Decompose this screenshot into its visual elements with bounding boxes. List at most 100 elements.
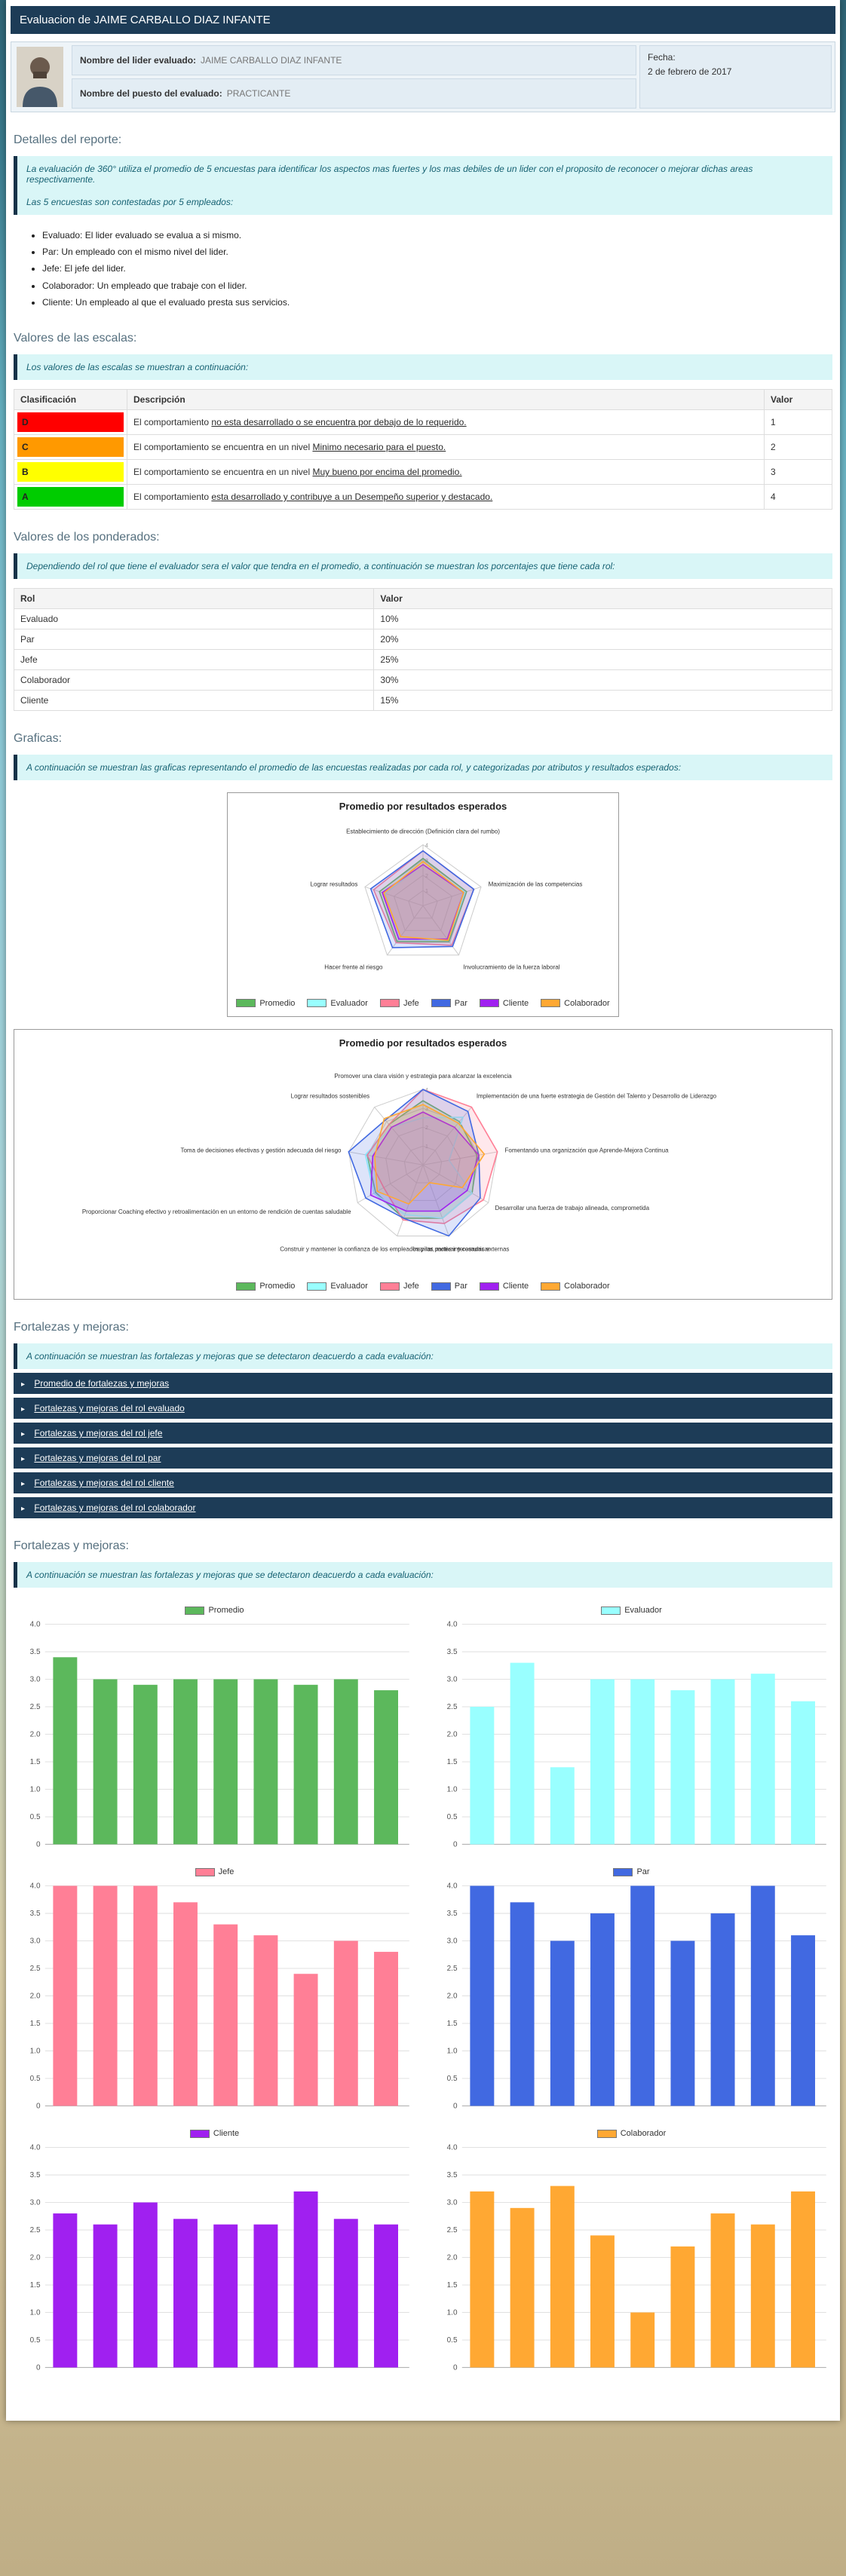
svg-text:3.0: 3.0 [447, 1676, 458, 1684]
svg-text:4.0: 4.0 [30, 2144, 41, 2152]
bar-charts-grid: Promedio 0 0.5 1.0 1.5 2.0 2.5 3.0 3.5 4.0 Evalu… [17, 1597, 829, 2377]
accordion-item-cliente[interactable]: ▸ Fortalezas y mejoras del rol cliente [14, 1472, 832, 1494]
svg-text:1: 1 [425, 888, 428, 894]
scale-description-link[interactable]: no esta desarrollado o se encuentra por … [211, 416, 467, 427]
svg-text:2: 2 [425, 873, 428, 879]
scale-color-block: A [17, 486, 124, 507]
radar-canvas: 1 2 3 4 Promover una clara visión y estrateg… [19, 1050, 827, 1279]
legend-item: Jefe [379, 999, 419, 1008]
svg-text:2.5: 2.5 [447, 2227, 458, 2235]
charts-note: A continuación se muestran las graficas … [14, 754, 832, 780]
svg-text:2.0: 2.0 [30, 2254, 41, 2262]
svg-text:Desarrollar una fuerza de trab: Desarrollar una fuerza de trabajo alinea… [495, 1205, 649, 1211]
scale-color-block: C [17, 436, 124, 457]
section-title-strengths-2: Fortalezas y mejoras: [14, 1539, 129, 1553]
svg-text:3.0: 3.0 [30, 1937, 41, 1946]
legend-swatch [379, 1282, 400, 1291]
date-value: 2 de febrero de 2017 [648, 66, 732, 78]
table-header-row: Clasificación Descripción Valor [14, 388, 832, 410]
svg-text:2.0: 2.0 [30, 1731, 41, 1739]
chart-legend: Par [434, 1867, 829, 1876]
section-title-details: Detalles del reporte: [14, 133, 122, 146]
legend-item: Evaluador [601, 1606, 662, 1615]
chart-title: Promedio por resultados esperados [339, 800, 507, 812]
legend-swatch [236, 999, 256, 1008]
svg-text:2.0: 2.0 [30, 1992, 41, 2001]
legend-item: Par [431, 1282, 467, 1291]
bar-chart-colaborador: Colaborador 0 0.5 1.0 1.5 2.0 2.5 3.0 3.5 4.0 [434, 2120, 829, 2377]
list-item: Jefe: El jefe del lider. [42, 260, 832, 277]
svg-text:0.5: 0.5 [447, 1813, 458, 1821]
charts-note-text: A continuación se muestran las graficas … [26, 761, 682, 773]
list-item: Colaborador: Un empleado que trabaje con… [42, 277, 832, 294]
svg-text:2.0: 2.0 [447, 2254, 458, 2262]
person-photo-placeholder [17, 47, 63, 107]
legend-item: Cliente [189, 2129, 239, 2138]
evaluee-name-row: Nombre del lider evaluado: JAIME CARBALL… [72, 45, 636, 75]
svg-text:3.0: 3.0 [447, 1937, 458, 1946]
section-title-scales: Valores de las escalas: [14, 331, 137, 345]
bar-chart-cliente: Cliente 0 0.5 1.0 1.5 2.0 2.5 3.0 3.5 4.0 [17, 2120, 412, 2377]
legend-item: Par [613, 1867, 650, 1876]
bar-canvas: 0 0.5 1.0 1.5 2.0 2.5 3.0 3.5 4.0 [17, 1878, 412, 2115]
evaluee-name-label: Nombre del lider evaluado: [80, 55, 197, 66]
svg-text:0.5: 0.5 [30, 1813, 41, 1821]
scale-description: El comportamiento se encuentra en un niv… [127, 458, 765, 485]
strengths-note-text: A continuación se muestran las fortaleza… [26, 1570, 434, 1581]
strengths-accordion: ▸ Promedio de fortalezas y mejoras ▸ For… [6, 1373, 840, 1519]
bar-chart-evaluador: Evaluador 0 0.5 1.0 1.5 2.0 2.5 3.0 3.5 4.0 [434, 1597, 829, 1854]
svg-text:Involucramiento de la fuerza l: Involucramiento de la fuerza laboral [464, 964, 560, 971]
accordion-item-promedio[interactable]: ▸ Promedio de fortalezas y mejoras [14, 1373, 832, 1395]
scale-value: 3 [764, 458, 832, 485]
table-row: Evaluado 10% [13, 608, 832, 629]
accordion-item-par[interactable]: ▸ Fortalezas y mejoras del rol par [14, 1447, 832, 1469]
legend-item: Cliente [479, 1282, 529, 1291]
details-note-2: Las 5 encuestas son contestadas por 5 em… [26, 197, 234, 207]
legend-swatch [541, 1282, 561, 1291]
table-row: D El comportamiento no esta desarrollado… [14, 409, 832, 435]
scale-description-link[interactable]: Muy bueno por encima del promedio. [312, 466, 462, 477]
accordion-item-jefe[interactable]: ▸ Fortalezas y mejoras del rol jefe [14, 1423, 832, 1444]
svg-text:Lograr resultados sostenibles: Lograr resultados sostenibles [291, 1092, 370, 1099]
strengths-note-2: A continuación se muestran las fortaleza… [14, 1562, 832, 1588]
svg-text:2.5: 2.5 [30, 2227, 41, 2235]
svg-text:3.0: 3.0 [30, 1676, 41, 1684]
weight-role: Par [13, 628, 375, 650]
legend-item: Promedio [236, 1282, 295, 1291]
weight-value: 15% [373, 689, 832, 711]
evaluee-position-label: Nombre del puesto del evaluado: [80, 88, 222, 99]
svg-text:Toma de decisiones efectivas y: Toma de decisiones efectivas y gestión a… [180, 1147, 342, 1153]
scale-description-link[interactable]: esta desarrollado y contribuye a un Dese… [211, 491, 493, 502]
legend-item: Promedio [236, 999, 295, 1008]
bar-chart-par: Par 0 0.5 1.0 1.5 2.0 2.5 3.0 3.5 4.0 [434, 1858, 829, 2115]
accordion-item-evaluado[interactable]: ▸ Fortalezas y mejoras del rol evaluado [14, 1398, 832, 1420]
evaluee-name-value: JAIME CARBALLO DIAZ INFANTE [201, 55, 342, 66]
legend-item: Jefe [379, 1282, 419, 1291]
bar-chart-promedio: Promedio 0 0.5 1.0 1.5 2.0 2.5 3.0 3.5 4.0 [17, 1597, 412, 1854]
svg-text:1.5: 1.5 [30, 2281, 41, 2290]
strengths-note-text: A continuación se muestran las fortaleza… [26, 1351, 434, 1362]
legend-item: Colaborador [541, 1282, 610, 1291]
svg-text:2.5: 2.5 [30, 1965, 41, 1974]
svg-text:Lograr resultados: Lograr resultados [311, 881, 358, 887]
svg-text:1.5: 1.5 [447, 1758, 458, 1766]
svg-text:2.5: 2.5 [447, 1965, 458, 1974]
col-valor: Valor [764, 388, 832, 410]
roles-list: Evaluado: El lider evaluado se evalua a … [42, 227, 832, 311]
weight-value: 30% [373, 669, 832, 691]
legend-item: Evaluador [307, 1282, 368, 1291]
svg-text:Promover una clara visión y es: Promover una clara visión y estrategia p… [334, 1073, 512, 1080]
svg-text:3.0: 3.0 [30, 2199, 41, 2207]
legend-swatch [189, 2129, 210, 2138]
svg-text:1.0: 1.0 [447, 2048, 458, 2056]
accordion-item-colaborador[interactable]: ▸ Fortalezas y mejoras del rol colaborad… [14, 1497, 832, 1519]
col-clasificacion: Clasificación [14, 388, 127, 410]
evaluee-position-value: PRACTICANTE [226, 88, 291, 99]
weight-value: 10% [373, 608, 832, 629]
col-valor: Valor [373, 587, 832, 609]
scale-description: El comportamiento no esta desarrollado o… [127, 409, 765, 435]
legend-swatch [307, 1282, 327, 1291]
section-title-weights: Valores de los ponderados: [14, 530, 160, 544]
chevron-right-icon: ▸ [21, 1380, 26, 1389]
scale-description-link[interactable]: Minimo necesario para el puesto. [312, 441, 446, 452]
